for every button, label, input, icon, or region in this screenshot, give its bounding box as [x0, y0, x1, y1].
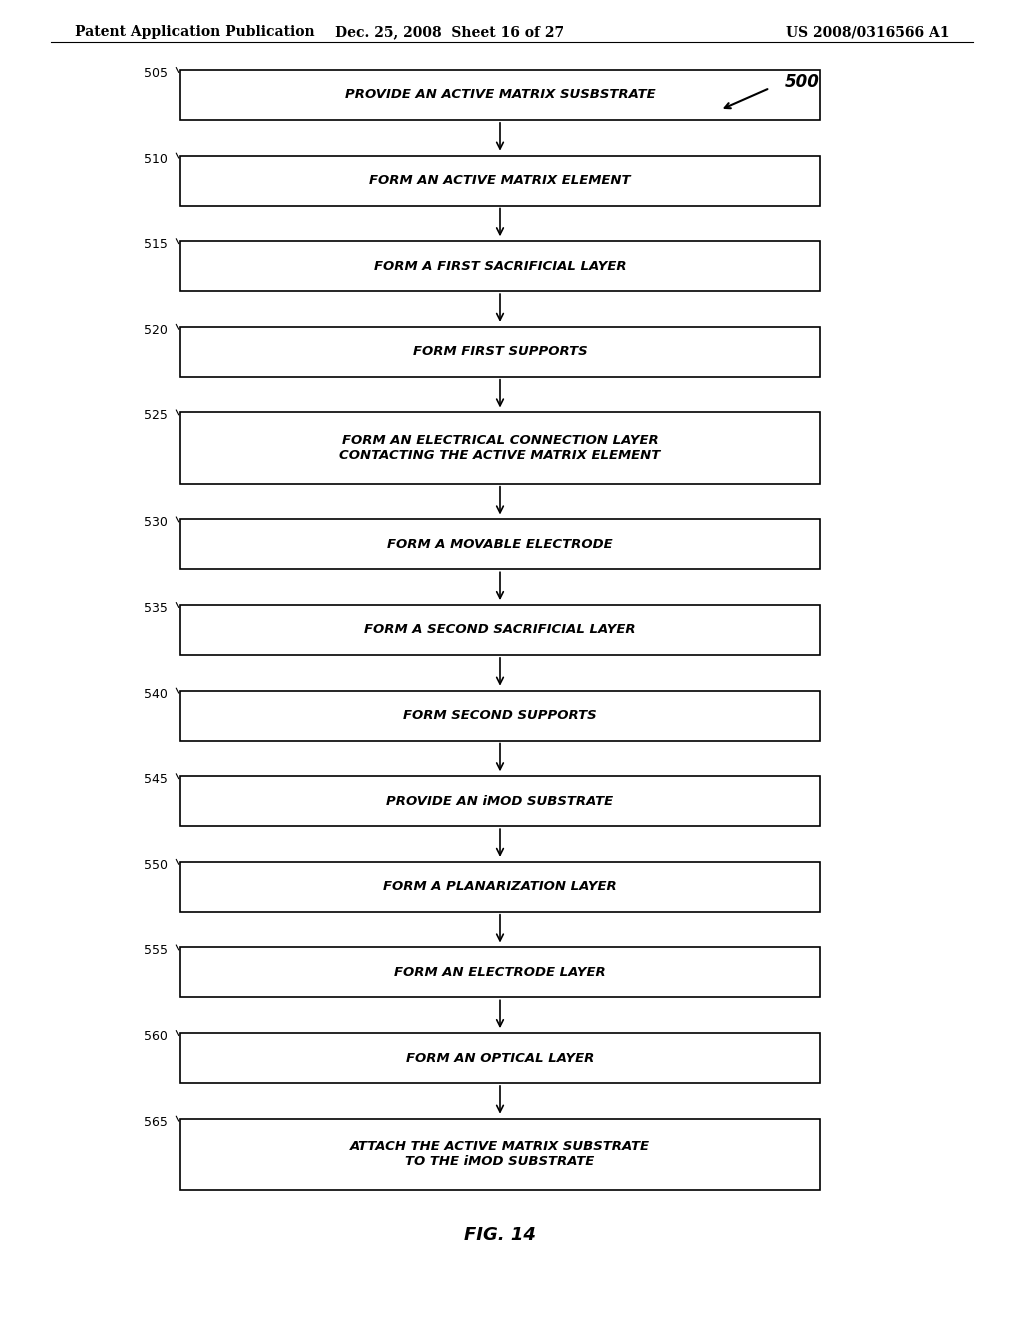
Text: 550: 550 — [144, 859, 168, 871]
FancyBboxPatch shape — [180, 948, 820, 998]
Text: 530: 530 — [144, 516, 168, 529]
FancyBboxPatch shape — [180, 520, 820, 569]
Text: PROVIDE AN iMOD SUBSTRATE: PROVIDE AN iMOD SUBSTRATE — [386, 795, 613, 808]
Text: FORM FIRST SUPPORTS: FORM FIRST SUPPORTS — [413, 346, 588, 358]
Text: FORM AN ELECTRODE LAYER: FORM AN ELECTRODE LAYER — [394, 966, 606, 979]
Text: FORM AN ELECTRICAL CONNECTION LAYER
CONTACTING THE ACTIVE MATRIX ELEMENT: FORM AN ELECTRICAL CONNECTION LAYER CONT… — [339, 434, 660, 462]
Text: 510: 510 — [144, 153, 168, 165]
Text: Patent Application Publication: Patent Application Publication — [75, 25, 314, 40]
Text: FORM AN OPTICAL LAYER: FORM AN OPTICAL LAYER — [406, 1052, 594, 1064]
Text: Dec. 25, 2008  Sheet 16 of 27: Dec. 25, 2008 Sheet 16 of 27 — [336, 25, 564, 40]
Text: 560: 560 — [144, 1030, 168, 1043]
Text: PROVIDE AN ACTIVE MATRIX SUSBSTRATE: PROVIDE AN ACTIVE MATRIX SUSBSTRATE — [345, 88, 655, 102]
FancyBboxPatch shape — [180, 70, 820, 120]
FancyBboxPatch shape — [180, 1034, 820, 1082]
Text: 505: 505 — [144, 67, 168, 81]
Text: 520: 520 — [144, 323, 168, 337]
Text: 540: 540 — [144, 688, 168, 701]
Text: 535: 535 — [144, 602, 168, 615]
Text: FIG. 14: FIG. 14 — [464, 1226, 536, 1243]
FancyBboxPatch shape — [180, 690, 820, 741]
Text: 525: 525 — [144, 409, 168, 422]
Text: 515: 515 — [144, 238, 168, 251]
FancyBboxPatch shape — [180, 862, 820, 912]
Text: FORM A FIRST SACRIFICIAL LAYER: FORM A FIRST SACRIFICIAL LAYER — [374, 260, 627, 273]
Text: FORM AN ACTIVE MATRIX ELEMENT: FORM AN ACTIVE MATRIX ELEMENT — [370, 174, 631, 187]
FancyBboxPatch shape — [180, 605, 820, 655]
Text: 555: 555 — [144, 944, 168, 957]
FancyBboxPatch shape — [180, 1118, 820, 1191]
Text: 565: 565 — [144, 1115, 168, 1129]
Text: 500: 500 — [785, 73, 820, 91]
Text: ATTACH THE ACTIVE MATRIX SUBSTRATE
TO THE iMOD SUBSTRATE: ATTACH THE ACTIVE MATRIX SUBSTRATE TO TH… — [350, 1140, 650, 1168]
FancyBboxPatch shape — [180, 327, 820, 376]
FancyBboxPatch shape — [180, 156, 820, 206]
Text: US 2008/0316566 A1: US 2008/0316566 A1 — [786, 25, 950, 40]
Text: 545: 545 — [144, 774, 168, 787]
Text: FORM A SECOND SACRIFICIAL LAYER: FORM A SECOND SACRIFICIAL LAYER — [365, 623, 636, 636]
Text: FORM SECOND SUPPORTS: FORM SECOND SUPPORTS — [403, 709, 597, 722]
FancyBboxPatch shape — [180, 242, 820, 292]
FancyBboxPatch shape — [180, 412, 820, 483]
Text: FORM A PLANARIZATION LAYER: FORM A PLANARIZATION LAYER — [383, 880, 616, 894]
Text: FORM A MOVABLE ELECTRODE: FORM A MOVABLE ELECTRODE — [387, 537, 612, 550]
FancyBboxPatch shape — [180, 776, 820, 826]
